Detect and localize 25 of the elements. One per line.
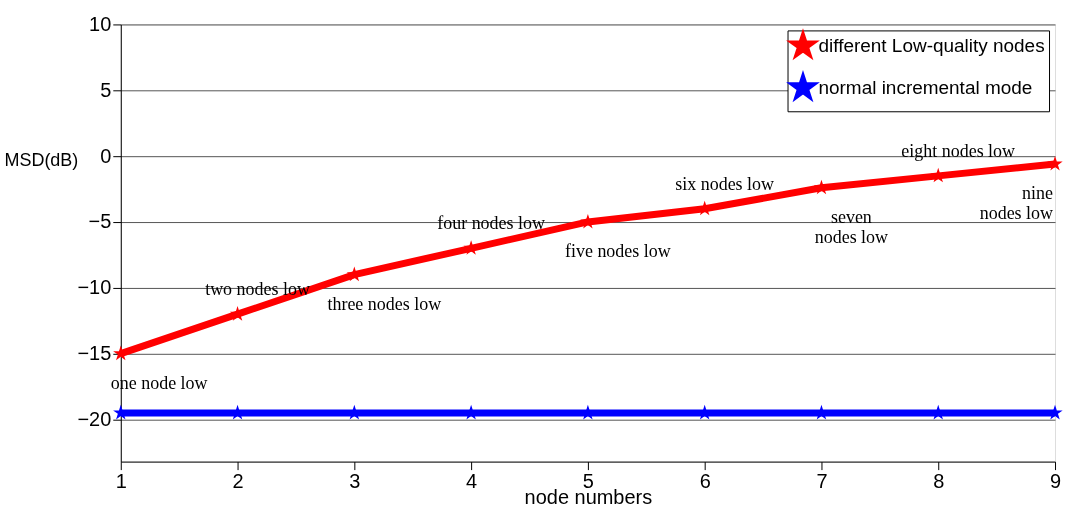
annotation: five nodes low <box>564 240 671 261</box>
y-tick-label: −10 <box>77 276 112 299</box>
annotation: nine nodes low <box>979 182 1054 223</box>
x-tick-label: 9 <box>1049 470 1062 493</box>
legend-label: different Low-quality nodes <box>818 34 1045 56</box>
x-tick-label: 2 <box>232 470 244 493</box>
y-tick-label: −15 <box>77 342 112 365</box>
x-tick-label: 5 <box>582 470 594 493</box>
y-tick-label: −5 <box>88 210 112 233</box>
y-tick-label: 5 <box>100 78 112 101</box>
x-tick-label: 3 <box>349 470 361 493</box>
y-tick-label: 0 <box>100 144 112 167</box>
x-tick-label: 1 <box>115 470 127 493</box>
legend-label: normal incremental mode <box>818 76 1033 98</box>
y-tick-label: 10 <box>89 12 112 35</box>
x-tick-label: 4 <box>466 470 478 493</box>
x-tick-label: 8 <box>933 470 945 493</box>
annotation: six nodes low <box>675 173 775 194</box>
annotation: three nodes low <box>327 293 442 314</box>
y-tick-label: −20 <box>77 407 112 430</box>
x-tick-label: 6 <box>699 470 711 493</box>
x-tick-label: 7 <box>816 470 828 493</box>
annotation: seven nodes low <box>814 206 889 247</box>
annotation: eight nodes low <box>901 140 1016 161</box>
y-axis-title: MSD(dB) <box>4 149 79 170</box>
